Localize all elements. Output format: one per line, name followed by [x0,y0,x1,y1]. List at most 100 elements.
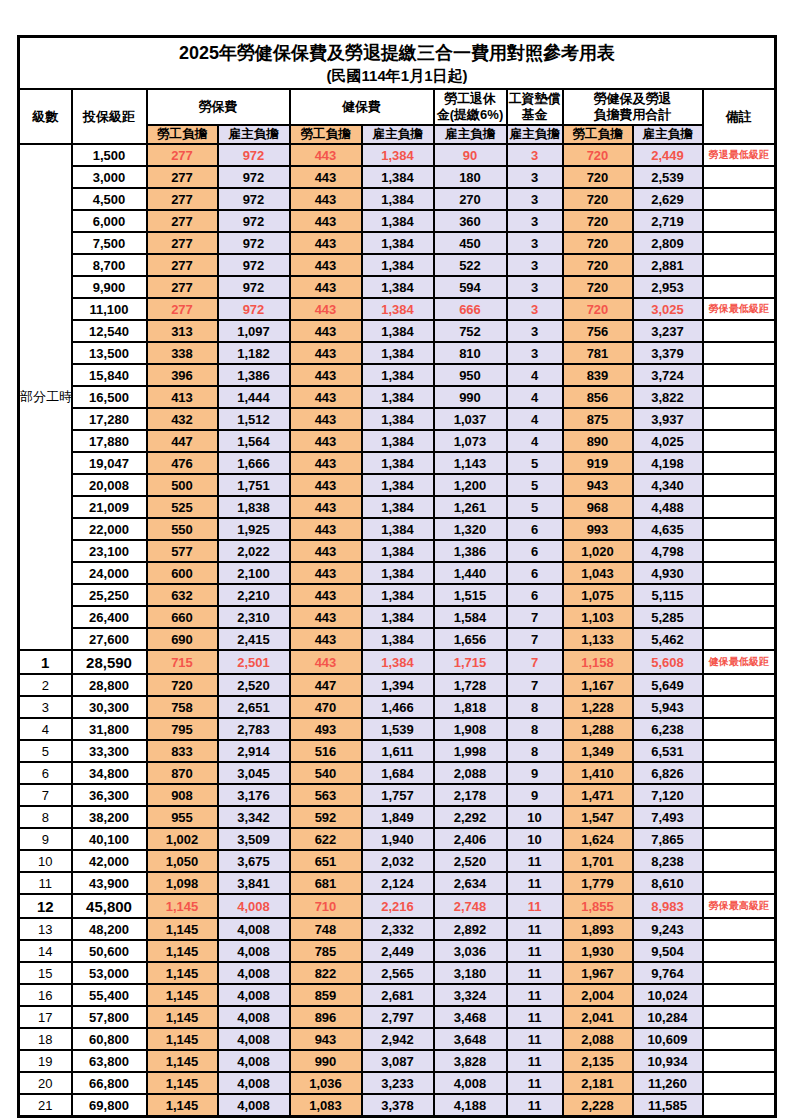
remark-cell: 健保最低級距 [703,650,776,674]
value-cell: 2,681 [362,984,434,1006]
level-cell: 16 [19,984,72,1006]
value-cell: 3 [507,144,563,166]
table-row: 228,8007202,5204471,3941,72871,1675,649 [19,674,776,696]
value-cell: 5,285 [633,606,703,628]
bracket-cell: 23,100 [72,540,147,562]
value-cell: 1,320 [434,518,507,540]
bracket-cell: 7,500 [72,232,147,254]
value-cell: 3,233 [362,1072,434,1094]
col-header-remark: 備註 [703,89,776,144]
value-cell: 360 [434,210,507,232]
value-cell: 2,809 [633,232,703,254]
bracket-cell: 12,540 [72,320,147,342]
bracket-cell: 53,000 [72,962,147,984]
value-cell: 3,045 [218,762,290,784]
value-cell: 2,135 [563,1050,633,1072]
value-cell: 270 [434,188,507,210]
remark-cell [703,166,776,188]
bracket-cell: 36,300 [72,784,147,806]
remark-cell [703,1050,776,1072]
value-cell: 720 [563,254,633,276]
value-cell: 1,020 [563,540,633,562]
value-cell: 1,145 [147,1050,218,1072]
value-cell: 1,384 [362,342,434,364]
value-cell: 968 [563,496,633,518]
value-cell: 11 [507,984,563,1006]
value-cell: 2,310 [218,606,290,628]
page: 2025年勞健保保費及勞退提繳三合一費用對照參考用表 (民國114年1月1日起)… [0,0,791,1120]
value-cell: 622 [290,828,362,850]
value-cell: 1,818 [434,696,507,718]
value-cell: 3,025 [633,298,703,320]
value-cell: 1,097 [218,320,290,342]
value-cell: 443 [290,650,362,674]
remark-cell [703,408,776,430]
value-cell: 2,914 [218,740,290,762]
value-cell: 752 [434,320,507,342]
table-row: 19,0474761,6664431,3841,14359194,198 [19,452,776,474]
value-cell: 1,384 [362,210,434,232]
value-cell: 2,228 [563,1094,633,1117]
value-cell: 660 [147,606,218,628]
value-cell: 7 [507,650,563,674]
remark-cell [703,276,776,298]
value-cell: 8,983 [633,894,703,918]
value-cell: 277 [147,144,218,166]
value-cell: 710 [290,894,362,918]
value-cell: 11 [507,1050,563,1072]
value-cell: 1,384 [362,276,434,298]
value-cell: 990 [290,1050,362,1072]
bracket-cell: 6,000 [72,210,147,232]
value-cell: 1,073 [434,430,507,452]
value-cell: 795 [147,718,218,740]
bracket-cell: 8,700 [72,254,147,276]
value-cell: 9,243 [633,918,703,940]
value-cell: 972 [218,298,290,320]
value-cell: 4,008 [218,1006,290,1028]
value-cell: 908 [147,784,218,806]
page-title: 2025年勞健保保費及勞退提繳三合一費用對照參考用表 [20,40,774,66]
value-cell: 443 [290,386,362,408]
value-cell: 3,379 [633,342,703,364]
table-row: 24,0006002,1004431,3841,44061,0434,930 [19,562,776,584]
level-cell: 2 [19,674,72,696]
value-cell: 11 [507,940,563,962]
value-cell: 2,892 [434,918,507,940]
value-cell: 1,145 [147,1094,218,1117]
value-cell: 748 [290,918,362,940]
value-cell: 972 [218,276,290,298]
value-cell: 443 [290,364,362,386]
value-cell: 3,180 [434,962,507,984]
remark-cell [703,1094,776,1117]
value-cell: 3,828 [434,1050,507,1072]
value-cell: 525 [147,496,218,518]
value-cell: 896 [290,1006,362,1028]
value-cell: 1,386 [434,540,507,562]
health-employer-header: 雇主負擔 [362,125,434,144]
value-cell: 3,468 [434,1006,507,1028]
table-row: 1245,8001,1454,0087102,2162,748111,8558,… [19,894,776,918]
value-cell: 2,783 [218,718,290,740]
value-cell: 3 [507,232,563,254]
value-cell: 810 [434,342,507,364]
level-cell: 18 [19,1028,72,1050]
bracket-cell: 9,900 [72,276,147,298]
bracket-cell: 1,500 [72,144,147,166]
value-cell: 720 [563,144,633,166]
pension-line2: 金(提繳6%) [437,107,503,122]
value-cell: 1,471 [563,784,633,806]
value-cell: 11 [507,962,563,984]
level-cell: 19 [19,1050,72,1072]
value-cell: 10 [507,806,563,828]
value-cell: 4 [507,386,563,408]
remark-cell [703,1006,776,1028]
value-cell: 690 [147,628,218,650]
value-cell: 1,893 [563,918,633,940]
value-cell: 1,849 [362,806,434,828]
value-cell: 450 [434,232,507,254]
value-cell: 2,719 [633,210,703,232]
value-cell: 2,797 [362,1006,434,1028]
col-header-total: 勞健保及勞退負擔費用合計 [563,89,703,125]
value-cell: 1,384 [362,298,434,320]
table-row: 25,2506322,2104431,3841,51561,0755,115 [19,584,776,606]
